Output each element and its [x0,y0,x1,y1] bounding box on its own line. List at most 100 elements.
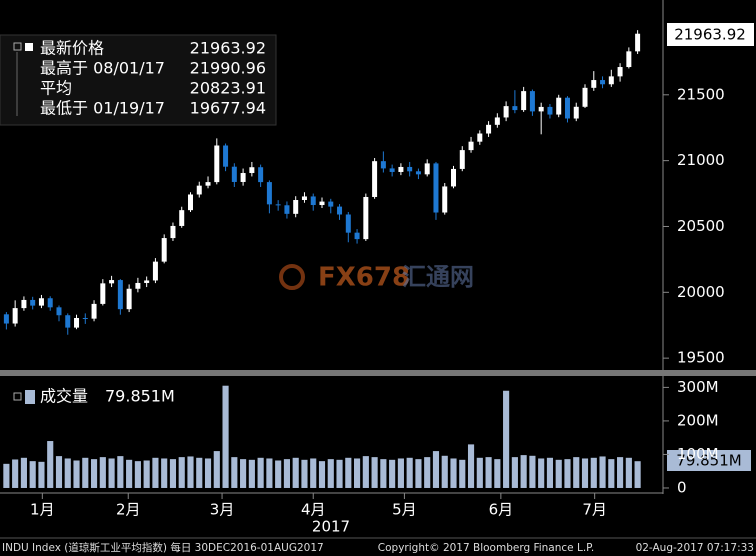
candle-body [126,288,132,310]
volume-bar [345,457,352,488]
candle-body [337,206,343,215]
candle-body [223,145,229,167]
candle-body [354,232,360,240]
candle-body [187,194,193,211]
legend-label: 最新价格 [40,39,104,58]
candle-body [240,173,246,182]
watermark-site: 汇通网 [402,263,474,291]
y-tick-label: 300M [677,378,719,396]
y-tick-label: 19500 [677,349,725,367]
volume-legend-label: 成交量 [40,387,88,406]
candle-body [109,280,115,284]
volume-bar [29,461,36,488]
volume-bar [362,456,369,488]
candle-body [415,171,421,175]
candle-body [521,91,527,111]
volume-bar [467,444,475,488]
volume-bar [275,460,282,488]
candle-body [12,308,18,324]
legend-value: 19677.94 [190,99,266,118]
candle-body [65,315,71,328]
candle-body [82,317,88,319]
x-tick-label: 1月 [30,501,55,519]
volume-bar [3,463,10,488]
candle-body [161,238,167,262]
candle-body [293,200,299,214]
candle-body [459,150,465,169]
volume-bar [73,460,80,488]
candle-body [433,163,439,213]
candle-body [398,166,404,172]
volume-bar [20,457,27,488]
x-tick-label: 6月 [489,501,514,519]
volume-bar [257,457,264,488]
candle-body [249,167,255,174]
volume-bar [240,459,247,488]
volume-bar [432,451,440,488]
candle-body [310,196,316,206]
x-tick-label: 2月 [116,501,141,519]
candle-body [529,91,535,112]
volume-bar [406,457,413,488]
candle-body [468,141,474,151]
candle-body [205,182,211,186]
panel-divider [0,370,756,376]
candle-body [91,303,97,319]
candle-body [538,106,544,112]
candle-body [117,280,123,310]
volume-bar [99,457,106,488]
volume-bar [371,457,378,488]
y-tick-label: 100M [677,445,719,463]
candle-body [372,161,378,197]
candle-body [635,33,641,52]
volume-bar [590,457,597,488]
legend-icon [13,392,22,401]
volume-bar [494,459,501,488]
volume-bar [564,459,571,488]
volume-bar [213,451,220,488]
volume-bar [511,457,518,488]
candle-body [600,80,606,85]
y-tick-label: 20000 [677,283,725,301]
y-tick-label: 200M [677,411,719,429]
legend-icon [25,390,35,404]
legend-label: 平均 [40,79,72,98]
volume-bar [415,459,422,488]
candle-body [30,299,36,306]
candle-body [556,97,562,115]
footer-left: INDU Index (道琼斯工业平均指数) 每日 30DEC2016-01AU… [2,541,324,554]
volume-bar [546,457,554,488]
x-tick-label: 5月 [392,501,417,519]
candle-body [573,106,579,119]
volume-bar [634,461,641,488]
y-tick-label: 20500 [677,217,725,235]
x-axis-label: 2017 [312,518,350,536]
volume-bar [161,458,168,488]
volume-bar [178,457,185,488]
volume-bar [485,457,492,488]
candle-body [512,106,518,111]
volume-bar [134,461,141,488]
candle-body [284,205,290,214]
volume-bar [292,457,299,488]
candle-body [179,210,185,226]
candle-body [345,214,351,233]
volume-bar [599,456,606,488]
volume-bar [441,455,448,488]
volume-bar [503,390,510,488]
candle-body [214,145,220,183]
candle-body [582,87,588,107]
candle-body [275,204,281,206]
candle-body [38,298,44,306]
volume-bar [12,459,19,488]
watermark: FX678 汇通网 [279,263,474,293]
last-volume-label: 79.851M [676,452,741,470]
candle-body [301,196,307,201]
legend-value: 20823.91 [190,79,266,98]
volume-bar [64,458,71,488]
y-tick-label: 21000 [677,151,725,169]
volume-bar [90,459,98,488]
volume-bar [397,458,404,488]
candle-body [608,76,614,85]
volume-bar [476,457,483,488]
